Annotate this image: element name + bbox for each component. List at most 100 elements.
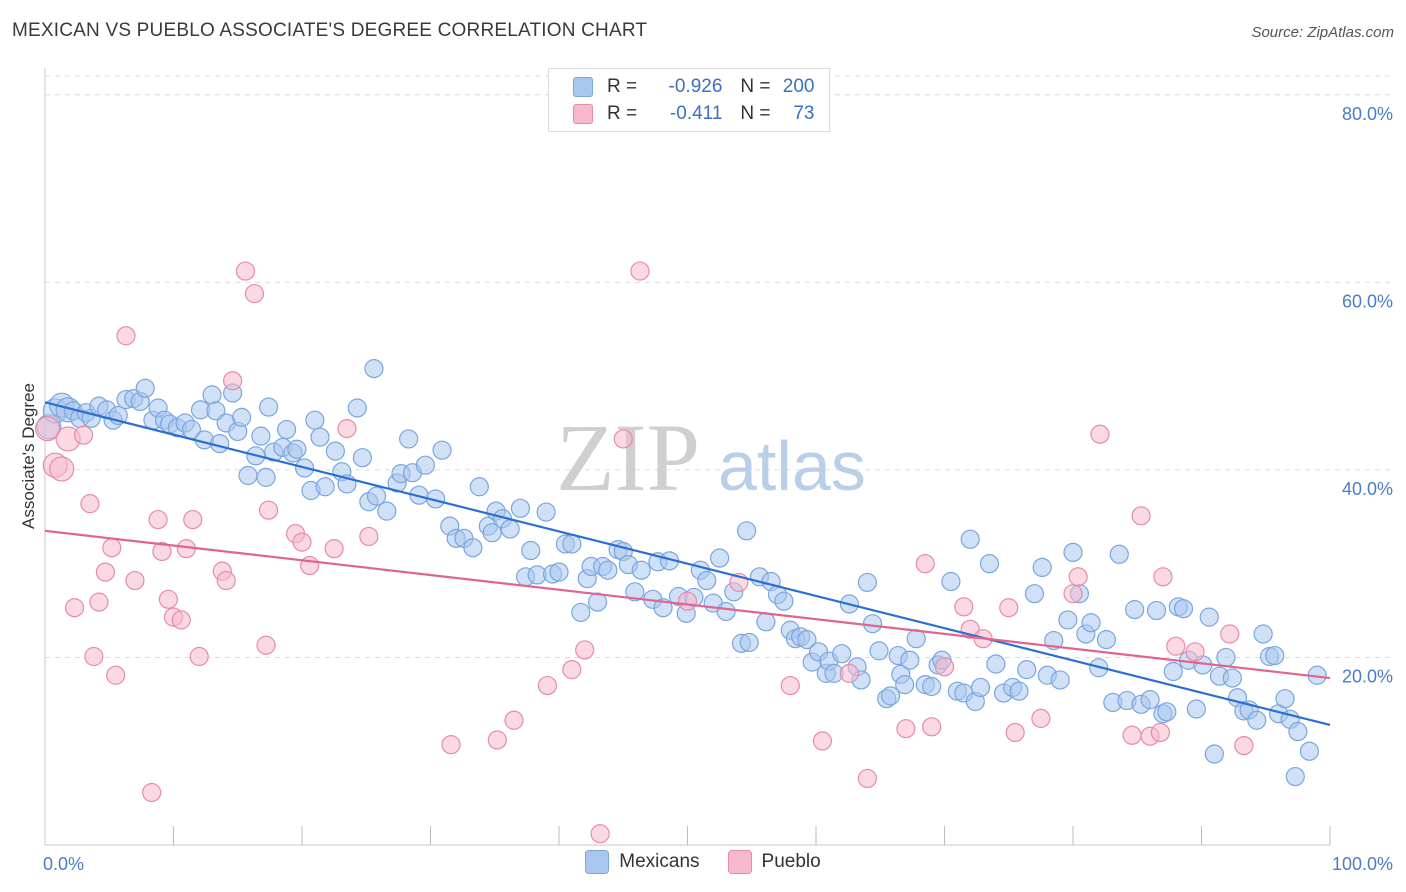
legend-swatch-mexicans <box>573 77 593 97</box>
data-point-mexicans <box>287 439 307 459</box>
legend-r-label: R = <box>607 76 638 97</box>
data-point-mexicans <box>415 455 435 475</box>
data-point-pueblo <box>49 456 75 482</box>
data-point-pueblo <box>216 570 236 591</box>
series-swatch-pueblo <box>727 850 752 874</box>
data-point-pueblo <box>630 261 650 281</box>
data-point-mexicans <box>1275 689 1295 709</box>
data-point-pueblo <box>1220 624 1240 644</box>
data-point-pueblo <box>915 554 935 574</box>
data-point-pueblo <box>116 326 136 346</box>
data-point-pueblo <box>954 597 974 617</box>
data-point-mexicans <box>739 632 759 653</box>
data-point-mexicans <box>238 465 258 486</box>
data-point-pueblo <box>896 719 916 739</box>
data-point-mexicans <box>310 427 330 447</box>
y-tick-label: 60.0% <box>1342 291 1393 311</box>
data-point-mexicans <box>1204 744 1224 764</box>
data-point-pueblo <box>34 416 61 442</box>
trend-line-pueblo <box>44 529 1331 680</box>
data-point-pueblo <box>1063 584 1083 604</box>
data-point-mexicans <box>352 448 372 468</box>
data-point-mexicans <box>1253 624 1273 644</box>
data-point-pueblo <box>562 660 582 680</box>
data-points <box>34 261 1327 844</box>
data-point-mexicans <box>1050 670 1070 690</box>
data-point-pueblo <box>73 425 94 445</box>
data-point-mexicans <box>206 401 226 421</box>
data-point-pueblo <box>575 640 595 660</box>
data-point-mexicans <box>774 591 794 611</box>
data-point-mexicans <box>1024 584 1045 604</box>
watermark-atlas: atlas <box>718 427 866 505</box>
data-point-mexicans <box>756 612 776 632</box>
grid <box>45 75 1392 658</box>
data-point-pueblo <box>158 589 178 609</box>
y-axis-label: Associate's Degree <box>19 383 38 529</box>
x-tick-label: 100.0% <box>1332 854 1393 874</box>
data-point-pueblo <box>152 541 172 562</box>
data-point-mexicans <box>315 477 335 497</box>
legend-row-mexicans: R = -0.926 N = 200 <box>573 75 815 99</box>
data-point-mexicans <box>1173 599 1194 619</box>
data-point-mexicans <box>1063 542 1083 563</box>
data-point-pueblo <box>487 730 507 750</box>
data-point-mexicans <box>469 477 489 497</box>
data-point-mexicans <box>1186 699 1206 719</box>
watermark: ZIP atlas <box>556 404 866 511</box>
data-point-mexicans <box>1157 702 1177 722</box>
data-point-pueblo <box>1131 506 1151 526</box>
data-point-mexicans <box>1125 600 1145 620</box>
legend-swatch-pueblo <box>573 104 593 124</box>
data-point-mexicans <box>880 686 901 706</box>
data-point-pueblo <box>89 592 109 612</box>
data-point-mexicans <box>1222 668 1242 688</box>
source-label: Source: ZipAtlas.com <box>1251 24 1394 41</box>
data-point-mexicans <box>232 407 252 427</box>
data-point-pueblo <box>171 610 191 630</box>
data-point-mexicans <box>1299 741 1320 761</box>
legend-r-value: -0.926 <box>668 76 723 97</box>
data-point-mexicans <box>625 582 645 602</box>
data-point-pueblo <box>80 494 100 514</box>
data-point-pueblo <box>235 261 256 281</box>
data-point-pueblo <box>1150 722 1170 743</box>
data-point-mexicans <box>364 358 384 379</box>
data-point-pueblo <box>102 538 122 558</box>
data-point-mexicans <box>737 521 757 541</box>
legend-n-label: N = <box>740 76 771 97</box>
trend-line-mexicans <box>44 401 1331 727</box>
data-point-mexicans <box>631 560 651 580</box>
data-point-pueblo <box>1090 424 1110 444</box>
data-point-pueblo <box>183 509 203 530</box>
data-point-pueblo <box>300 555 320 576</box>
data-point-pueblo <box>142 782 162 803</box>
data-point-pueblo <box>857 768 878 789</box>
data-point-pueblo <box>812 731 833 751</box>
y-tick-label: 40.0% <box>1342 479 1393 499</box>
data-point-pueblo <box>256 635 276 655</box>
data-point-mexicans <box>979 554 1000 574</box>
data-point-mexicans <box>1247 710 1267 730</box>
data-point-mexicans <box>562 534 582 554</box>
data-point-mexicans <box>598 560 618 580</box>
series-swatch-mexicans <box>585 850 610 874</box>
series-legend-pueblo: Pueblo <box>727 850 821 874</box>
data-point-mexicans <box>1081 613 1101 633</box>
data-point-mexicans <box>986 654 1006 674</box>
data-point-pueblo <box>1166 636 1186 656</box>
data-point-mexicans <box>862 614 883 634</box>
data-point-mexicans <box>1017 660 1037 680</box>
data-point-pueblo <box>1068 567 1088 587</box>
data-point-mexicans <box>1216 647 1236 668</box>
data-point-pueblo <box>504 710 524 730</box>
data-point-pueblo <box>613 429 633 449</box>
data-point-mexicans <box>135 378 155 398</box>
data-point-mexicans <box>710 548 730 568</box>
legend-n-label: N = <box>740 103 771 124</box>
data-point-mexicans <box>571 602 591 623</box>
data-point-mexicans <box>1096 630 1117 650</box>
data-point-mexicans <box>510 498 531 518</box>
data-point-pueblo <box>84 646 104 667</box>
data-point-pueblo <box>999 598 1019 618</box>
